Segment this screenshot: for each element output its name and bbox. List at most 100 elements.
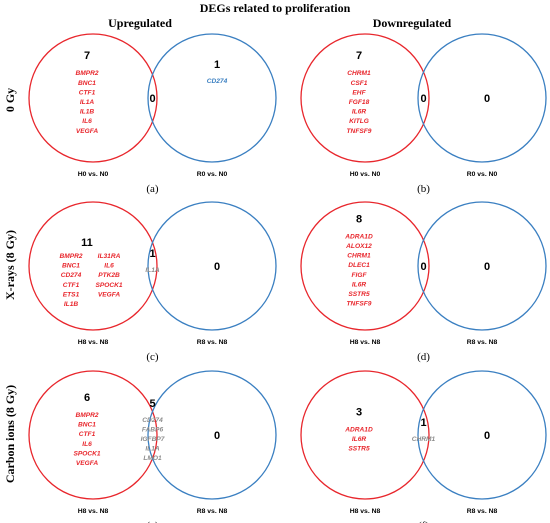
left-set-count: 7: [356, 50, 362, 62]
right-set-label: R8 vs. N8: [467, 339, 498, 346]
right-set-label: R0 vs. N0: [467, 171, 498, 178]
overlap-gene-label: IL1A: [145, 267, 160, 274]
left-set-circle: [300, 370, 430, 500]
left-gene-label: FGF18: [349, 99, 370, 106]
left-gene-label: IL6: [82, 118, 92, 125]
overlap-count: 1: [420, 417, 426, 429]
left-gene-label: CHRM1: [347, 253, 371, 260]
panel-letter: (e): [146, 520, 159, 523]
right-set-circle: [147, 370, 277, 500]
left-gene-label: TNFSF9: [347, 128, 372, 135]
left-gene-label: ADRA1D: [344, 233, 373, 240]
left-set-count: 11: [81, 237, 93, 249]
left-gene-label: BNC1: [78, 80, 96, 87]
left-gene-label: IL6R: [352, 436, 367, 443]
left-gene-label: IL31RA: [98, 253, 121, 260]
left-gene-label: BMPR2: [75, 412, 98, 419]
left-set-count: 7: [84, 50, 90, 62]
panel-letter: (d): [417, 351, 430, 363]
overlap-count: 0: [420, 261, 426, 273]
left-gene-label: IL1A: [80, 99, 95, 106]
venn-panel-f: 3 ADRA1D IL6R SSTR5 1 CHRM1 0 H8 vs. N8 R8 vs. N…: [300, 370, 547, 523]
left-gene-label: KITLG: [349, 118, 369, 125]
right-set-count: 0: [484, 261, 490, 273]
panel-letter: (f): [418, 520, 429, 523]
left-gene-label: IL1B: [80, 109, 95, 116]
right-set-label: R0 vs. N0: [197, 171, 228, 178]
left-set-label: H0 vs. N0: [78, 171, 109, 178]
left-gene-label: IL1B: [64, 301, 79, 308]
overlap-count: 5: [149, 398, 155, 410]
overlap-gene-label: IL1A: [145, 446, 160, 453]
overlap-gene-label: IGFBP7: [141, 436, 165, 443]
right-gene-label: CD274: [207, 78, 228, 85]
right-set-circle: [147, 33, 277, 163]
left-set-circle: [28, 370, 158, 500]
row-label-xrays: X-rays (8 Gy): [3, 230, 17, 300]
overlap-count: 1: [149, 248, 155, 260]
left-set-label: H8 vs. N8: [78, 508, 109, 515]
left-set-label: H0 vs. N0: [350, 171, 381, 178]
panel-letter: (c): [146, 351, 159, 363]
left-gene-label: SSTR5: [348, 446, 370, 453]
left-gene-label: CD274: [61, 272, 82, 279]
overlap-gene-label: CD274: [142, 417, 163, 424]
left-gene-label: IL6R: [352, 109, 367, 116]
right-set-label: R8 vs. N8: [197, 339, 228, 346]
venn-panel-c: 11 BMPR2 BNC1 CD274 CTF1 ETS1 IL1B IL31RA IL6 PTK…: [28, 201, 277, 363]
left-set-label: H8 vs. N8: [350, 508, 381, 515]
right-set-label: R8 vs. N8: [197, 508, 228, 515]
left-gene-label: TNFSF9: [347, 301, 372, 308]
right-set-count: 0: [214, 261, 220, 273]
left-gene-label: ETS1: [63, 291, 80, 298]
venn-panel-b: 7 CHRM1 CSF1 EHF FGF18 IL6R KITLG TNFSF9 0 0 H0 vs…: [300, 33, 547, 195]
left-gene-label: IL6R: [352, 281, 367, 288]
venn-panels: 7 BMPR2 BNC1 CTF1 IL1A IL1B IL6 VEGFA 0 1 CD274 H0 …: [28, 33, 547, 523]
right-set-count: 1: [214, 59, 220, 71]
left-set-count: 6: [84, 392, 90, 404]
left-gene-label: BMPR2: [59, 253, 82, 260]
left-set-circle: [300, 33, 430, 163]
left-gene-label: EHF: [352, 89, 366, 96]
left-set-circle: [28, 201, 158, 331]
left-gene-label: VEGFA: [76, 128, 99, 135]
right-set-circle: [147, 201, 277, 331]
left-gene-label: BNC1: [78, 422, 96, 429]
left-gene-label: BNC1: [62, 263, 80, 270]
left-gene-label: CHRM1: [347, 70, 371, 77]
column-header-downregulated: Downregulated: [373, 16, 452, 30]
right-set-count: 0: [484, 93, 490, 105]
left-gene-label: SSTR5: [348, 291, 370, 298]
right-set-circle: [417, 370, 547, 500]
panel-letter: (b): [417, 183, 430, 195]
figure-title: DEGs related to proliferation: [200, 1, 351, 15]
left-gene-label: IL6: [82, 441, 92, 448]
left-gene-label: CTF1: [63, 282, 80, 289]
left-set-circle: [28, 33, 158, 163]
left-gene-label: FIGF: [351, 272, 367, 279]
column-header-upregulated: Upregulated: [108, 16, 172, 30]
right-set-count: 0: [214, 430, 220, 442]
left-set-label: H8 vs. N8: [350, 339, 381, 346]
venn-panel-a: 7 BMPR2 BNC1 CTF1 IL1A IL1B IL6 VEGFA 0 1 CD274 H0 …: [28, 33, 277, 195]
panel-letter: (a): [146, 183, 159, 195]
venn-panel-d: 8 ADRA1D ALOX12 CHRM1 DLEC1 FIGF IL6R SSTR5 TNFS…: [300, 201, 547, 363]
venn-panel-e: 6 BMPR2 BNC1 CTF1 IL6 SPOCK1 VEGFA 5 CD274 FABP6 I…: [28, 370, 277, 523]
left-gene-label: SPOCK1: [95, 282, 122, 289]
left-set-label: H8 vs. N8: [78, 339, 109, 346]
right-set-circle: [417, 201, 547, 331]
row-label-0gy: 0 Gy: [3, 88, 17, 112]
left-gene-label: SPOCK1: [73, 450, 100, 457]
right-set-count: 0: [484, 430, 490, 442]
overlap-gene-label: FABP6: [142, 426, 164, 433]
left-set-circle: [300, 201, 430, 331]
left-gene-label: ALOX12: [345, 243, 372, 250]
right-set-circle: [417, 33, 547, 163]
overlap-gene-label: CHRM1: [412, 436, 436, 443]
left-gene-label: ADRA1D: [344, 426, 373, 433]
left-gene-label: VEGFA: [76, 460, 99, 467]
left-gene-label: IL6: [104, 263, 114, 270]
row-label-carbon-ions: Carbon ions (8 Gy): [3, 385, 17, 483]
overlap-count: 0: [149, 93, 155, 105]
